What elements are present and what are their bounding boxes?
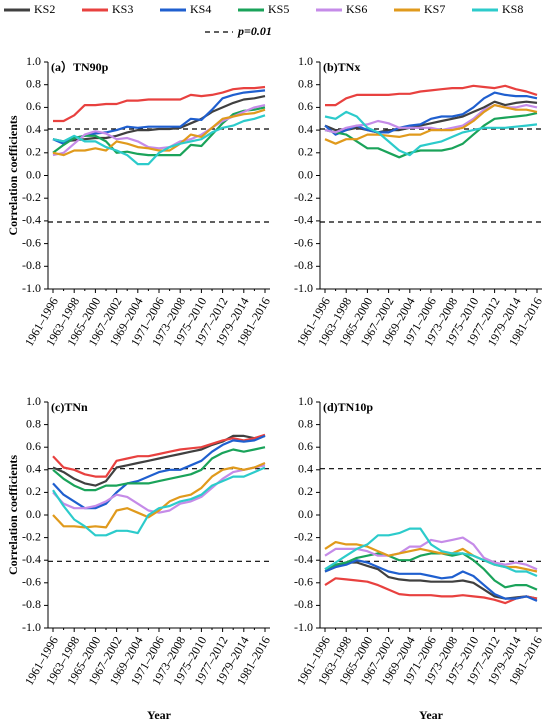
y-tick-label: -1.0 (22, 620, 41, 634)
legend-label: KS3 (112, 2, 133, 16)
legend-label: KS6 (346, 2, 367, 16)
series-line (324, 536, 538, 571)
y-tick-label: 0.2 (26, 145, 41, 159)
series-line (324, 559, 538, 602)
y-tick-label: -1.0 (294, 620, 313, 634)
y-tick-label: 1.0 (26, 54, 41, 68)
legend-label: KS5 (268, 2, 289, 16)
series-line (52, 446, 266, 492)
y-tick-label: -0.6 (22, 575, 41, 589)
y-tick-label: 1.0 (298, 54, 313, 68)
y-tick-label: -0.4 (294, 213, 313, 227)
y-tick-label: 0.6 (26, 439, 41, 453)
y-tick-label: 1.0 (26, 394, 41, 408)
series-line (52, 461, 266, 529)
series-line (52, 434, 266, 487)
panel-title: (b)TNx (323, 60, 360, 74)
legend-label: KS8 (502, 2, 523, 16)
y-tick-label: 0.0 (298, 167, 313, 181)
legend-label: KS7 (424, 2, 445, 16)
y-tick-label: -1.0 (22, 281, 41, 295)
y-axis-label: Correlation coefficients (6, 115, 20, 235)
y-tick-label: -0.2 (294, 190, 313, 204)
series-line (52, 95, 266, 143)
series-line (324, 577, 538, 605)
y-tick-label: -0.4 (294, 552, 313, 566)
y-tick-label: -0.2 (22, 529, 41, 543)
series-line (324, 552, 538, 591)
x-axis-label: Year (419, 708, 444, 722)
series-line (325, 84, 538, 107)
y-tick-label: -0.6 (22, 235, 41, 249)
y-tick-label: 0.4 (26, 462, 41, 476)
legend-label: KS4 (190, 2, 211, 16)
series-line (52, 108, 266, 157)
series-line (52, 114, 266, 166)
y-tick-label: -0.8 (294, 258, 313, 272)
panel-title: (d)TN10p (323, 400, 373, 414)
y-tick-label: 0.6 (298, 439, 313, 453)
y-tick-label: 0.4 (298, 462, 313, 476)
legend-label: KS2 (34, 2, 55, 16)
y-tick-label: 0.4 (298, 122, 313, 136)
y-tick-label: -0.4 (22, 213, 41, 227)
series-line (52, 466, 266, 537)
y-tick-label: 0.0 (298, 507, 313, 521)
series-line (53, 85, 266, 123)
series-line (52, 433, 266, 478)
y-tick-label: 0.6 (26, 99, 41, 113)
y-tick-label: 0.4 (26, 122, 41, 136)
legend-label: p=0.01 (237, 24, 272, 38)
y-tick-label: 0.8 (26, 76, 41, 90)
panel-title: (a）TN90p (51, 59, 109, 74)
y-tick-label: -0.8 (22, 258, 41, 272)
y-tick-label: 0.8 (298, 76, 313, 90)
y-tick-label: -0.6 (294, 575, 313, 589)
series-line (324, 104, 538, 145)
y-tick-label: 0.2 (26, 484, 41, 498)
y-tick-label: 0.8 (26, 416, 41, 430)
y-tick-label: 0.2 (298, 145, 313, 159)
y-tick-label: -0.2 (22, 190, 41, 204)
series-line (324, 91, 538, 136)
y-tick-label: 0.8 (298, 416, 313, 430)
y-axis-label: Correlation coefficients (6, 455, 20, 575)
y-tick-label: -0.2 (294, 529, 313, 543)
y-tick-label: -1.0 (294, 281, 313, 295)
y-tick-label: -0.8 (294, 597, 313, 611)
y-tick-label: -0.8 (22, 597, 41, 611)
y-tick-label: 0.0 (26, 167, 41, 181)
panel-title: (c)TNn (51, 400, 88, 414)
series-line (324, 100, 538, 134)
y-tick-label: 0.6 (298, 99, 313, 113)
y-tick-label: -0.6 (294, 235, 313, 249)
series-line (324, 112, 538, 159)
y-tick-label: -0.4 (22, 552, 41, 566)
y-tick-label: 1.0 (298, 394, 313, 408)
y-tick-label: 0.0 (26, 507, 41, 521)
series-line (324, 527, 538, 578)
series-line (324, 110, 538, 157)
x-axis-label: Year (147, 708, 172, 722)
y-tick-label: 0.2 (298, 484, 313, 498)
series-line (52, 464, 266, 514)
